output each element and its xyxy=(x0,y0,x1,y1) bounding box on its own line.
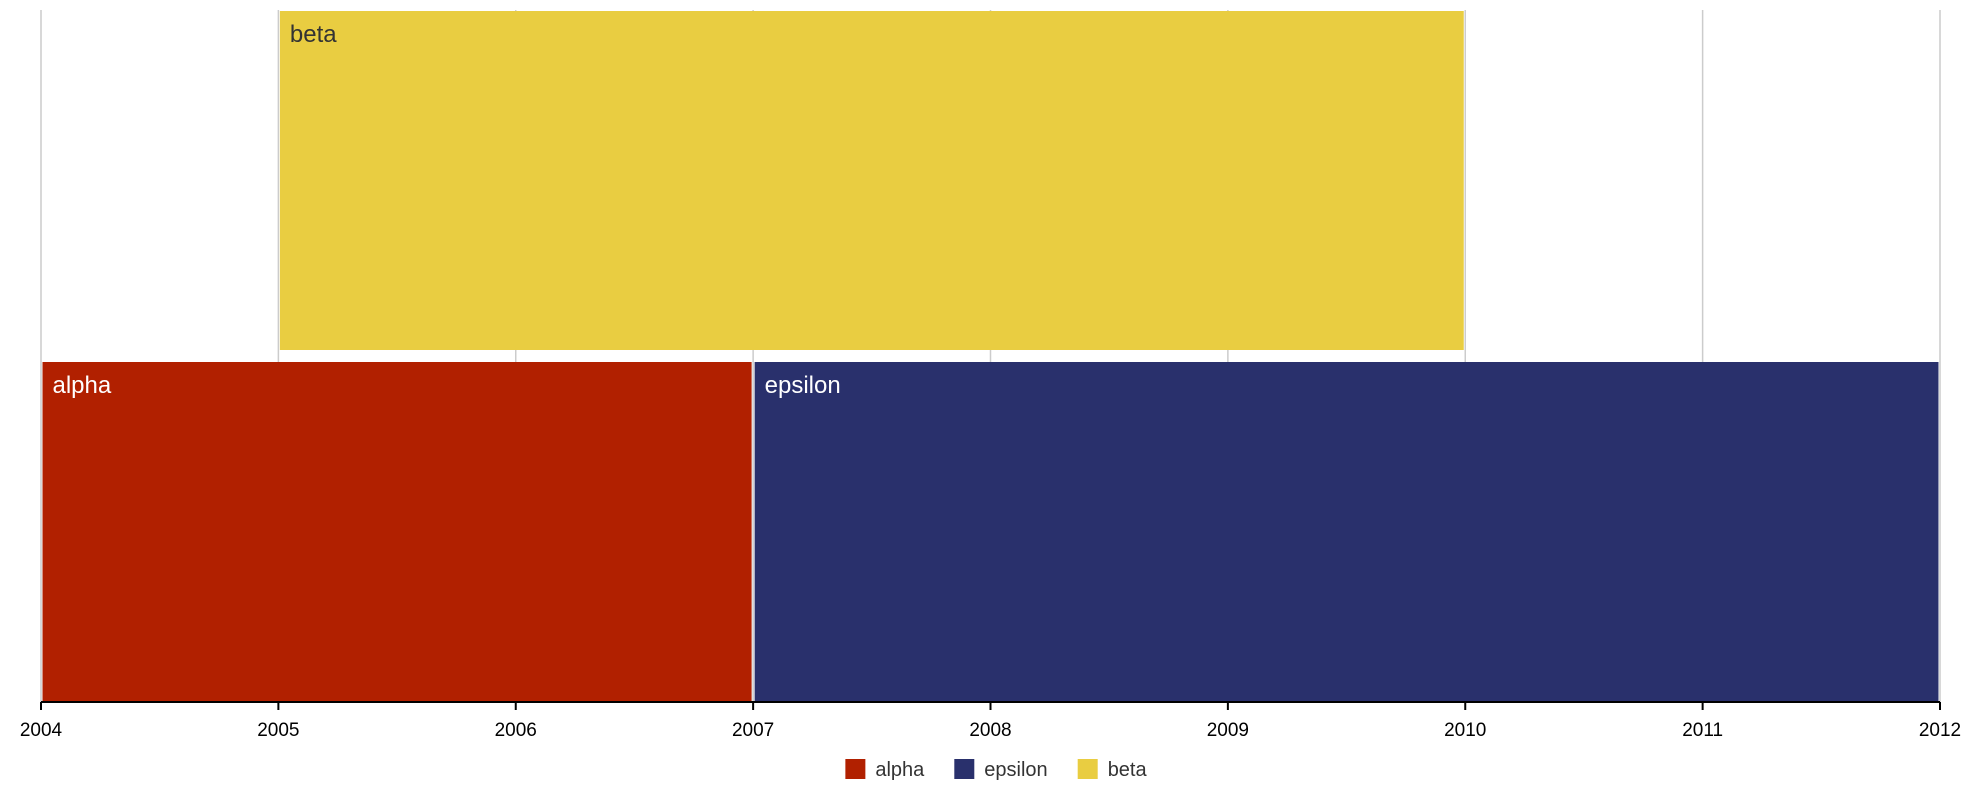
legend-item-epsilon: epsilon xyxy=(954,759,1048,781)
bar-label-alpha: alpha xyxy=(53,372,112,399)
x-tick-label-2006: 2006 xyxy=(495,720,537,741)
legend-swatch-beta xyxy=(1077,759,1098,779)
x-tick-label-2009: 2009 xyxy=(1207,720,1249,741)
x-tick-label-2010: 2010 xyxy=(1444,720,1486,741)
x-tick-label-2005: 2005 xyxy=(257,720,299,741)
x-tick-label-2011: 2011 xyxy=(1682,720,1723,741)
x-axis: 2004 2005 2006 2007 2008 2009 2010 2011 2012 xyxy=(20,701,1961,741)
x-tick-label-2008: 2008 xyxy=(969,720,1011,741)
legend-label-beta: beta xyxy=(1108,759,1148,781)
bar-label-epsilon: epsilon xyxy=(765,372,841,399)
legend-label-alpha: alpha xyxy=(875,759,925,781)
legend-item-alpha: alpha xyxy=(845,759,925,781)
legend-swatch-epsilon xyxy=(954,759,975,779)
x-tick-label-2004: 2004 xyxy=(20,720,63,741)
legend-item-beta: beta xyxy=(1077,759,1148,781)
bars: alpha epsilon beta xyxy=(42,11,1939,701)
x-tick-label-2007: 2007 xyxy=(732,720,774,741)
x-tick-label-2012: 2012 xyxy=(1919,720,1961,741)
legend: alpha epsilon beta xyxy=(845,759,1147,781)
bar-beta xyxy=(279,11,1464,350)
legend-swatch-alpha xyxy=(845,759,866,779)
bar-epsilon xyxy=(754,362,1939,701)
bar-alpha xyxy=(42,362,752,701)
legend-label-epsilon: epsilon xyxy=(984,759,1047,781)
bar-label-beta: beta xyxy=(290,21,337,48)
